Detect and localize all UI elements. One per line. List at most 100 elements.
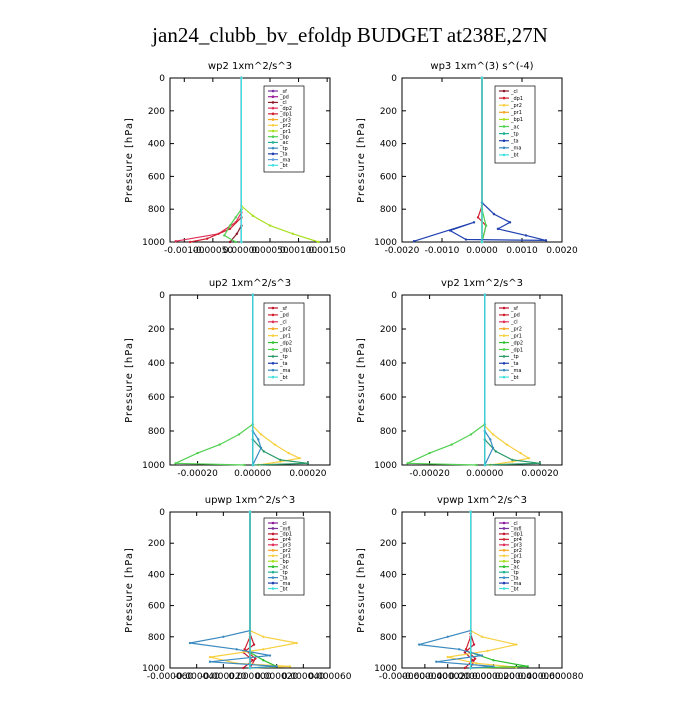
legend: _cl_dp1_pr2_pr1_bp1_ac_tp _ta_ma_bt bbox=[494, 85, 536, 164]
legend-marker bbox=[271, 135, 275, 139]
legend-label: _pr4 bbox=[510, 537, 522, 543]
series-point bbox=[243, 463, 246, 467]
series-line-dp1 bbox=[242, 512, 255, 669]
series-point bbox=[259, 446, 263, 450]
legend-marker bbox=[271, 532, 275, 536]
y-tick-label: 1000 bbox=[374, 461, 397, 471]
legend-marker bbox=[502, 543, 506, 547]
series-point bbox=[251, 463, 254, 467]
legend-label: _pr2 bbox=[510, 327, 522, 333]
x-tick-label: 0.000060 bbox=[518, 672, 561, 682]
series-point bbox=[428, 451, 431, 455]
series-point bbox=[208, 655, 212, 659]
legend-label: _bt bbox=[279, 586, 288, 592]
x-tick-label: 0.00100 bbox=[280, 246, 317, 256]
legend-marker bbox=[502, 527, 506, 530]
legend-label: _dp1 bbox=[279, 532, 292, 538]
series-point bbox=[464, 648, 468, 651]
x-tick-label: -0.000020 bbox=[200, 672, 246, 682]
legend-label: _ta bbox=[510, 139, 519, 145]
legend-label: _sf bbox=[279, 89, 287, 95]
series-point bbox=[228, 240, 232, 244]
series-line-pr1 bbox=[252, 295, 302, 466]
legend-label: _ta bbox=[279, 152, 288, 158]
series-point bbox=[279, 458, 282, 462]
legend: _sf_pd_cl_dp2_dp1_pr3_pr2_pr1_bp_ac_tp_t… bbox=[263, 85, 305, 173]
panel-title: wp3 1xm^(3) s^(-4) bbox=[430, 61, 533, 72]
series-point bbox=[251, 293, 254, 297]
x-tick-label: 0.00150 bbox=[309, 246, 346, 256]
legend-label: _bp bbox=[279, 135, 289, 141]
series-point bbox=[287, 451, 290, 455]
legend-marker bbox=[271, 101, 275, 104]
legend-marker bbox=[502, 361, 506, 365]
legend-marker bbox=[271, 95, 275, 99]
series-point bbox=[486, 649, 489, 653]
legend-label: _pr1 bbox=[279, 129, 291, 135]
legend-label: _cl bbox=[279, 521, 287, 527]
legend-marker bbox=[271, 327, 275, 331]
legend-label: _tp bbox=[279, 354, 288, 360]
legend-label: _bp bbox=[510, 559, 520, 565]
legend-marker bbox=[502, 348, 506, 351]
series-point bbox=[406, 462, 409, 465]
series-point bbox=[243, 648, 246, 651]
series-point bbox=[527, 457, 531, 460]
series-line-dp1 bbox=[189, 78, 242, 243]
x-tick-label: 0.000000 bbox=[229, 672, 272, 682]
series-point bbox=[505, 443, 509, 446]
series-point bbox=[235, 648, 238, 651]
y-tick-label: 200 bbox=[380, 107, 397, 117]
y-tick-label: 0 bbox=[391, 74, 397, 84]
legend-label: _ma bbox=[279, 581, 290, 587]
legend-marker bbox=[271, 152, 275, 156]
y-tick-label: 400 bbox=[380, 359, 397, 369]
series-point bbox=[472, 643, 476, 646]
series-point bbox=[188, 641, 192, 645]
legend-box bbox=[494, 517, 536, 596]
y-tick-label: 600 bbox=[148, 172, 165, 182]
legend-label: _pr2 bbox=[279, 123, 291, 129]
legend-marker bbox=[271, 334, 275, 337]
legend-label: _ta bbox=[510, 361, 519, 367]
figure-title: jan24_clubb_bv_efoldp BUDGET at238E,27N bbox=[151, 23, 548, 47]
series-point bbox=[483, 293, 486, 297]
plot-frame bbox=[401, 511, 563, 669]
series-point bbox=[317, 240, 320, 244]
legend-label: _bp1 bbox=[510, 117, 523, 123]
legend-marker bbox=[502, 132, 506, 135]
legend-label: _tp bbox=[510, 570, 519, 576]
y-tick-label: 400 bbox=[148, 359, 165, 369]
legend-label: _bt bbox=[510, 586, 519, 592]
y-tick-label: 800 bbox=[380, 633, 397, 643]
x-tick-label: -0.000060 bbox=[379, 672, 425, 682]
x-tick-label: 0.000060 bbox=[309, 672, 352, 682]
series-point bbox=[188, 240, 192, 244]
series-point bbox=[254, 657, 257, 660]
legend-marker bbox=[502, 355, 506, 358]
y-tick-label: 0 bbox=[159, 74, 165, 84]
x-tick-label: -0.00100 bbox=[164, 246, 205, 256]
y-tick-label: 0 bbox=[391, 508, 397, 518]
legend-marker bbox=[271, 141, 275, 144]
legend-label: _ta bbox=[279, 361, 288, 367]
legend-marker bbox=[502, 521, 506, 525]
series-point bbox=[291, 232, 295, 235]
legend-marker bbox=[271, 554, 275, 558]
series-point bbox=[252, 643, 256, 646]
legend-label: _dp2 bbox=[279, 340, 292, 346]
series-point bbox=[237, 433, 241, 436]
legend-label: _pr1 bbox=[279, 554, 291, 560]
legend-marker bbox=[271, 375, 275, 379]
legend-label: _dp2 bbox=[279, 106, 292, 112]
legend-marker bbox=[502, 334, 506, 337]
legend-label: _pr2 bbox=[510, 548, 522, 554]
legend-label: _mfl bbox=[510, 526, 522, 532]
x-tick-label: 0.00050 bbox=[251, 246, 288, 256]
series-line-ta bbox=[418, 512, 494, 669]
legend-label: _pd bbox=[510, 313, 520, 319]
legend-marker bbox=[271, 313, 275, 317]
legend-marker bbox=[271, 112, 275, 116]
legend-marker bbox=[502, 125, 506, 128]
x-tick-label: -0.000060 bbox=[147, 672, 193, 682]
